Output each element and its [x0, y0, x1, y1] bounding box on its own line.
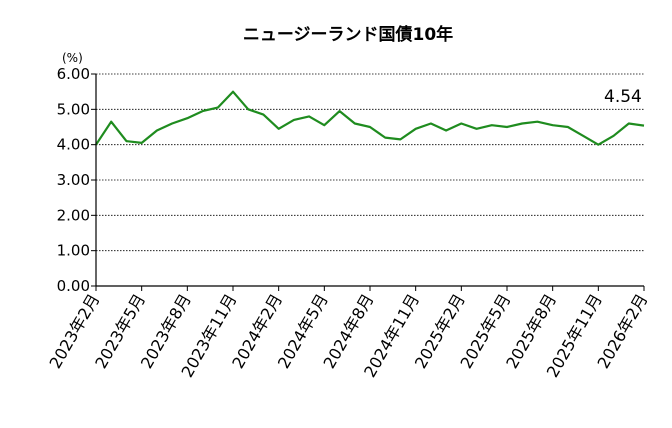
y-tick-label: 1.00	[57, 242, 90, 260]
y-tick-label: 4.00	[57, 136, 90, 154]
y-axis-ticks: 6.00 5.00 4.00 3.00 2.00 1.00 0.00	[57, 65, 96, 295]
y-tick-label: 6.00	[57, 65, 90, 83]
y-tick-label: 3.00	[57, 171, 90, 189]
x-axis-ticks: 2023年2月2023年5月2023年8月2023年11月2024年2月2024…	[46, 286, 651, 381]
y-tick-label: 5.00	[57, 100, 90, 118]
last-value-label: 4.54	[604, 87, 642, 107]
chart-title: ニュージーランド国債10年	[243, 24, 453, 45]
unit-label: (%)	[62, 51, 83, 65]
y-tick-label: 0.00	[57, 277, 90, 295]
y-tick-label: 2.00	[57, 206, 90, 224]
series-line	[95, 90, 645, 146]
gridlines	[96, 73, 644, 252]
